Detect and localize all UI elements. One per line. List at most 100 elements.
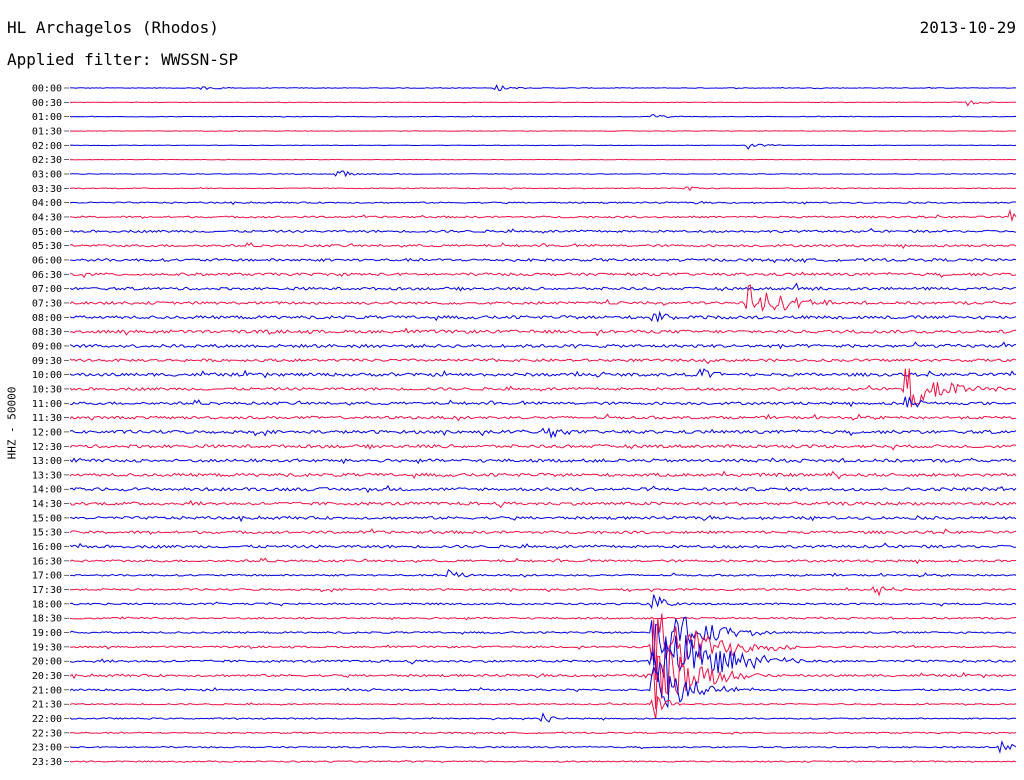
y-tick-label: 07:00 [32, 284, 62, 295]
trace-row-0600 [70, 257, 1017, 264]
trace-row-2000 [69, 634, 1017, 695]
trace-row-1900 [69, 616, 1017, 666]
trace-row-1700 [69, 569, 1017, 578]
trace-row-1430 [69, 499, 1017, 509]
y-tick-label: 18:30 [32, 614, 62, 625]
y-tick-label: 11:00 [32, 399, 62, 410]
trace-row-1830 [69, 616, 1017, 621]
y-tick-label: 04:00 [32, 198, 62, 209]
y-tick-label: 21:30 [32, 700, 62, 711]
trace-row-0930 [69, 358, 1017, 365]
y-tick-label: 12:00 [32, 427, 62, 438]
y-tick-label: 01:30 [32, 126, 62, 137]
y-tick-label: 09:30 [32, 356, 62, 367]
trace-row-0400 [69, 200, 1016, 205]
trace-row-0000 [70, 84, 1017, 91]
trace-row-0200 [69, 143, 1017, 150]
y-tick-label: 22:00 [32, 714, 62, 725]
y-tick-label: 05:30 [32, 241, 62, 252]
trace-row-1930 [69, 613, 1017, 681]
y-tick-label: 14:30 [32, 499, 62, 510]
y-tick-label: 02:00 [32, 141, 62, 152]
trace-row-2330 [69, 759, 1017, 763]
station-title: HL Archagelos (Rhodos) [7, 18, 219, 37]
y-tick-label: 05:00 [32, 227, 62, 238]
y-tick-label: 16:00 [32, 542, 62, 553]
trace-row-1030 [69, 368, 1017, 408]
y-tick-label: 08:00 [32, 313, 62, 324]
y-tick-label: 15:30 [32, 528, 62, 539]
trace-row-1500 [69, 514, 1017, 523]
y-tick-labels: 00:00 00:30 01:00 01:30 02:00 02:30 03:00 03:30… [32, 84, 69, 768]
y-tick-label: 23:30 [32, 757, 62, 768]
seismic-traces [69, 84, 1017, 763]
y-tick-label: 18:00 [32, 599, 62, 610]
trace-row-2100 [69, 665, 1016, 709]
trace-row-1630 [69, 557, 1017, 565]
y-tick-label: 16:30 [32, 556, 62, 567]
trace-row-1000 [69, 368, 1017, 379]
y-tick-label: 21:00 [32, 685, 62, 696]
y-tick-label: 03:30 [32, 184, 62, 195]
trace-row-1530 [69, 528, 1017, 535]
trace-row-1800 [69, 594, 1017, 610]
y-tick-label: 13:00 [32, 456, 62, 467]
y-tick-label: 10:30 [32, 384, 62, 395]
trace-row-0430 [69, 208, 1017, 223]
trace-row-0700 [69, 282, 1017, 292]
y-tick-label: 08:30 [32, 327, 62, 338]
trace-row-0030 [69, 100, 1017, 107]
trace-row-0230 [69, 158, 1017, 161]
y-tick-label: 09:00 [32, 341, 62, 352]
trace-row-2300 [69, 739, 1017, 755]
trace-row-1200 [69, 426, 1017, 440]
y-tick-label: 00:00 [32, 84, 62, 95]
y-tick-label: 17:00 [32, 571, 62, 582]
date-label: 2013-10-29 [919, 18, 1016, 37]
y-tick-label: 00:30 [32, 98, 62, 109]
trace-row-0530 [69, 242, 1017, 250]
trace-row-2230 [69, 731, 1017, 735]
trace-row-1400 [69, 484, 1017, 494]
y-tick-label: 07:30 [32, 298, 62, 309]
y-tick-label: 19:00 [32, 628, 62, 639]
trace-row-1730 [69, 585, 1017, 597]
y-tick-label: 06:30 [32, 270, 62, 281]
y-tick-label: 20:30 [32, 671, 62, 682]
y-tick-label: 20:00 [32, 657, 62, 668]
y-tick-label: 10:00 [32, 370, 62, 381]
trace-row-0900 [69, 341, 1017, 350]
y-tick-label: 12:30 [32, 442, 62, 453]
trace-row-0100 [69, 113, 1017, 119]
trace-row-0330 [69, 186, 1017, 192]
y-tick-label: 06:00 [32, 255, 62, 266]
y-tick-label: 01:00 [32, 112, 62, 123]
y-tick-label: 11:30 [32, 413, 62, 424]
y-tick-label: 23:00 [32, 743, 62, 754]
trace-row-2030 [69, 649, 1017, 710]
trace-row-2200 [69, 712, 1017, 723]
trace-row-1230 [69, 443, 1017, 451]
trace-row-0500 [69, 227, 1017, 234]
trace-row-1330 [69, 470, 1017, 480]
trace-row-1600 [69, 542, 1017, 550]
trace-row-0800 [69, 310, 1017, 322]
filter-label: Applied filter: WWSSN-SP [7, 50, 239, 69]
y-tick-label: 04:30 [32, 212, 62, 223]
y-tick-label: 17:30 [32, 585, 62, 596]
trace-row-0830 [69, 327, 1017, 337]
trace-row-0630 [69, 271, 1017, 279]
y-tick-label: 19:30 [32, 642, 62, 653]
y-tick-label: 14:00 [32, 485, 62, 496]
trace-row-0130 [69, 130, 1016, 133]
y-tick-label: 22:30 [32, 728, 62, 739]
trace-row-2130 [69, 695, 1017, 719]
y-tick-label: 03:00 [32, 169, 62, 180]
trace-row-1100 [69, 395, 1017, 408]
y-tick-label: 02:30 [32, 155, 62, 166]
y-tick-label: 15:00 [32, 513, 62, 524]
trace-row-1130 [69, 413, 1017, 422]
trace-row-0730 [69, 284, 1017, 313]
trace-row-1300 [69, 457, 1017, 465]
